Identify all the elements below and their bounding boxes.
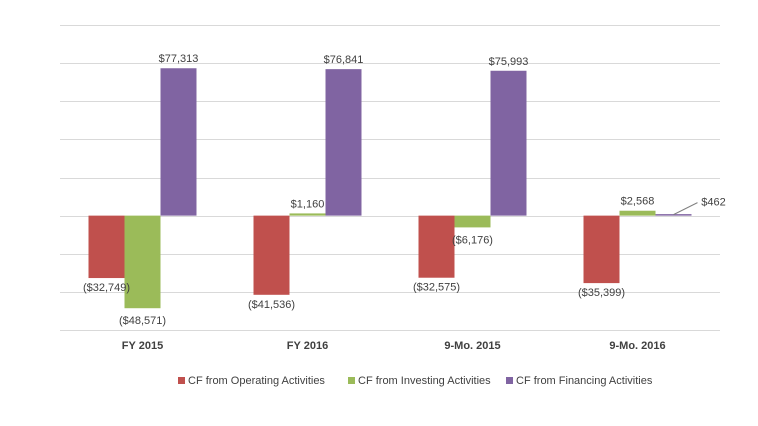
data-label: $77,313 xyxy=(159,53,199,65)
bar-cf-from-financing-activities-9-mo-2016 xyxy=(655,214,692,216)
legend-swatch xyxy=(178,377,185,384)
bars xyxy=(88,68,692,309)
legend-swatch xyxy=(348,377,355,384)
bar-cf-from-operating-activities-fy-2016 xyxy=(253,215,290,295)
data-label: $462 xyxy=(701,197,725,209)
legend: CF from Operating Activities CF from Inve… xyxy=(178,375,653,387)
data-label: ($32,749) xyxy=(83,282,130,294)
legend-label: CF from Investing Activities xyxy=(358,375,491,387)
bar-cf-from-operating-activities-9-mo-2015 xyxy=(418,215,455,278)
category-axis: FY 2015 FY 2016 9-Mo. 2015 9-Mo. 2016 xyxy=(122,340,666,352)
legend-swatch xyxy=(506,377,513,384)
bar-cf-from-financing-activities-fy-2016 xyxy=(325,69,362,216)
category-label: 9-Mo. 2015 xyxy=(444,340,500,352)
data-label: ($6,176) xyxy=(452,234,493,246)
bar-cf-from-investing-activities-fy-2015 xyxy=(124,215,161,309)
category-label: FY 2015 xyxy=(122,340,163,352)
legend-label: CF from Operating Activities xyxy=(188,375,325,387)
bar-cf-from-financing-activities-fy-2015 xyxy=(160,68,197,216)
data-label: ($32,575) xyxy=(413,282,460,294)
category-label: 9-Mo. 2016 xyxy=(609,340,665,352)
data-labels: ($32,749) ($48,571) $77,313 ($41,536) $1,160… xyxy=(83,53,726,327)
category-label: FY 2016 xyxy=(287,340,328,352)
bar-cf-from-operating-activities-fy-2015 xyxy=(88,215,125,279)
data-label: $1,160 xyxy=(291,198,325,210)
bar-cf-from-financing-activities-9-mo-2015 xyxy=(490,70,527,216)
data-label: $75,993 xyxy=(489,56,529,68)
data-label: ($41,536) xyxy=(248,299,295,311)
label-leader-line xyxy=(673,202,698,216)
bar-cf-from-operating-activities-9-mo-2016 xyxy=(583,215,620,284)
data-label: $2,568 xyxy=(621,196,655,208)
data-label: ($48,571) xyxy=(119,315,166,327)
data-label: $76,841 xyxy=(324,54,364,66)
legend-label: CF from Financing Activities xyxy=(516,375,653,387)
bar-cf-from-investing-activities-fy-2016 xyxy=(289,213,326,216)
bar-cf-from-investing-activities-9-mo-2015 xyxy=(454,215,491,228)
data-label: ($35,399) xyxy=(578,287,625,299)
bar-cf-from-investing-activities-9-mo-2016 xyxy=(619,210,656,216)
